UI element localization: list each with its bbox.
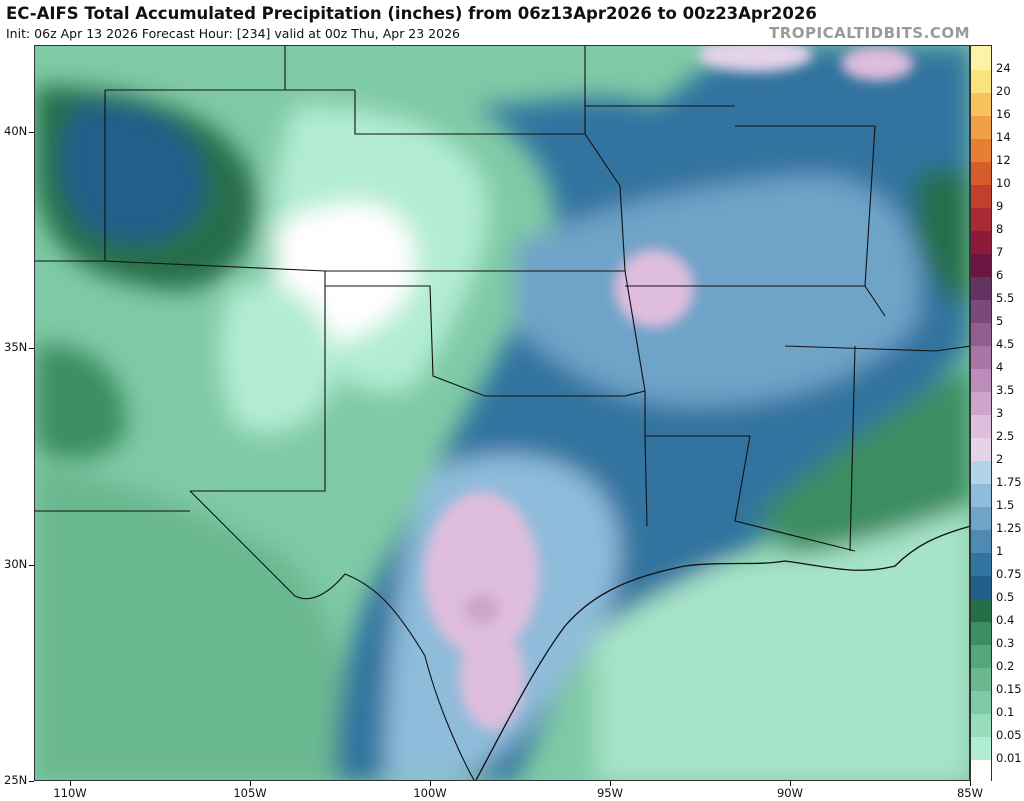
lon-tick [790, 781, 791, 786]
colorbar-cell [971, 667, 991, 691]
colorbar-label: 14 [996, 130, 1011, 144]
precip-maximum [459, 626, 525, 731]
state-borders [35, 46, 969, 780]
lon-label: 90W [776, 786, 804, 800]
colorbar-cell [971, 345, 991, 369]
colorbar-label: 3 [996, 406, 1004, 420]
colorbar-label: 0.4 [996, 613, 1015, 627]
lon-tick [430, 781, 431, 786]
colorbar-label: 8 [996, 222, 1004, 236]
colorbar-label: 0.15 [996, 682, 1022, 696]
colorbar-label: 1.75 [996, 475, 1022, 489]
colorbar-label: 2 [996, 452, 1004, 466]
colorbar-label: 5.5 [996, 291, 1015, 305]
colorbar-label: 4.5 [996, 337, 1015, 351]
colorbar-cell [971, 414, 991, 438]
colorbar-cell [971, 713, 991, 737]
colorbar-label: 3.5 [996, 383, 1015, 397]
lat-tick [29, 131, 34, 133]
colorbar-cell [971, 575, 991, 599]
lon-label: 95W [596, 786, 624, 800]
colorbar-cell [971, 529, 991, 553]
lat-tick [29, 564, 34, 566]
colorbar-cell [971, 184, 991, 208]
lat-label: 40N [4, 123, 28, 138]
colorbar-cell [971, 69, 991, 93]
lat-label: 35N [4, 340, 28, 355]
map-title: EC-AIFS Total Accumulated Precipitation … [6, 4, 817, 23]
colorbar-cell [971, 759, 991, 783]
colorbar-cell [971, 161, 991, 185]
colorbar-cell [971, 598, 991, 622]
colorbar-cell [971, 736, 991, 760]
colorbar-cell [971, 368, 991, 392]
colorbar-label: 0.2 [996, 659, 1015, 673]
colorbar-cell [971, 276, 991, 300]
colorbar-label: 2.5 [996, 429, 1015, 443]
colorbar-label: 6 [996, 268, 1004, 282]
colorbar-cell [971, 552, 991, 576]
colorbar-cell [971, 644, 991, 668]
lon-label: 110W [53, 786, 87, 800]
lon-tick [250, 781, 251, 786]
lon-tick [610, 781, 611, 786]
colorbar-label: 1 [996, 544, 1004, 558]
map-canvas [35, 46, 969, 780]
colorbar-label: 16 [996, 107, 1011, 121]
colorbar-cell [971, 138, 991, 162]
colorbar-label: 1.25 [996, 521, 1022, 535]
watermark: TROPICALTIDBITS.COM [769, 24, 970, 42]
colorbar-label: 20 [996, 84, 1011, 98]
colorbar-cell [971, 46, 991, 70]
colorbar-label: 7 [996, 245, 1004, 259]
colorbar-label: 0.1 [996, 705, 1015, 719]
colorbar-label: 0.05 [996, 728, 1022, 742]
colorbar-label: 12 [996, 153, 1011, 167]
colorbar-cell [971, 391, 991, 415]
colorbar-cell [971, 115, 991, 139]
colorbar-label: 0.3 [996, 636, 1015, 650]
colorbar-label: 0.5 [996, 590, 1015, 604]
colorbar-cell [971, 230, 991, 254]
lon-label: 85W [956, 786, 984, 800]
colorbar-label: 4 [996, 360, 1004, 374]
precip-maxima [423, 46, 914, 731]
precip-maximum [841, 46, 914, 81]
colorbar-cell [971, 207, 991, 231]
lat-label: 25N [4, 773, 28, 787]
colorbar-cell [971, 322, 991, 346]
colorbar-cell [971, 460, 991, 484]
colorbar [970, 45, 992, 783]
colorbar-label: 5 [996, 314, 1004, 328]
colorbar-label: 9 [996, 199, 1004, 213]
lon-tick [70, 781, 71, 786]
lon-tick [970, 781, 971, 786]
colorbar-label: 0.01 [996, 751, 1022, 765]
colorbar-cell [971, 506, 991, 530]
colorbar-cell [971, 299, 991, 323]
map-subtitle: Init: 06z Apr 13 2026 Forecast Hour: [23… [6, 26, 460, 41]
lon-label: 105W [233, 786, 267, 800]
lon-label: 100W [413, 786, 447, 800]
lat-label: 30N [4, 556, 28, 571]
colorbar-cell [971, 621, 991, 645]
precip-maximum [697, 46, 813, 72]
precip-maximum [614, 249, 694, 328]
precip-maximum [463, 593, 500, 624]
colorbar-label: 1.5 [996, 498, 1015, 512]
colorbar-cell [971, 690, 991, 714]
colorbar-cell [971, 437, 991, 461]
precip-maximum [423, 491, 539, 657]
colorbar-label: 0.75 [996, 567, 1022, 581]
lat-tick [29, 348, 34, 350]
colorbar-cell [971, 92, 991, 116]
precipitation-map[interactable] [34, 45, 970, 781]
colorbar-cell [971, 483, 991, 507]
colorbar-label: 24 [996, 61, 1011, 75]
lat-tick [29, 781, 34, 782]
colorbar-label: 10 [996, 176, 1011, 190]
colorbar-cell [971, 253, 991, 277]
gulf-coastline [475, 525, 969, 780]
